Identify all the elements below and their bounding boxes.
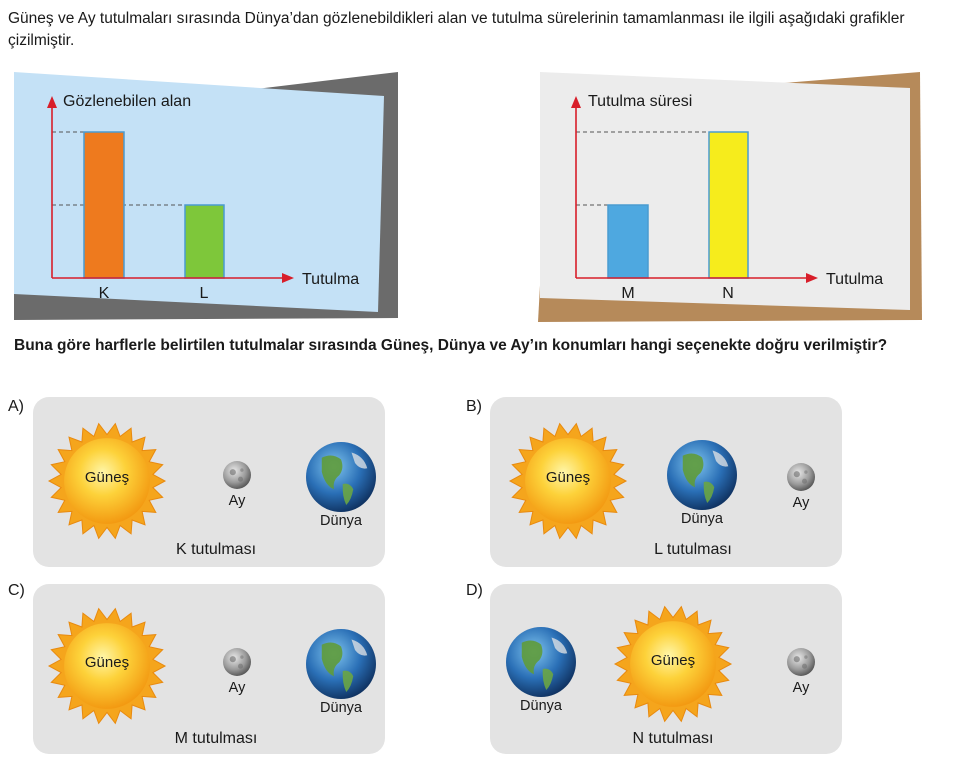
option-b-letter: B) [466, 398, 482, 415]
chart2-tick-M: M [621, 285, 634, 302]
chart2-y-arrow [571, 96, 581, 108]
bar-M [607, 204, 649, 279]
chart1-tick-L: L [200, 285, 209, 302]
option-c-illustration [47, 607, 376, 725]
option-c[interactable]: Güneş Ay Dünya M tutulması [33, 584, 385, 754]
chart-observable-area: Gözlenebilen alan Tutulma K L [0, 66, 420, 326]
chart2-x-label: Tutulma [826, 271, 883, 288]
option-d-caption: N tutulması [632, 730, 714, 747]
chart1-x-arrow [282, 273, 294, 283]
sun-icon [613, 605, 733, 723]
sun-icon [47, 422, 167, 540]
moon-icon [787, 463, 815, 491]
moon-label: Ay [792, 680, 810, 696]
sun-icon [47, 607, 167, 725]
question-text: Buna göre harflerle belirtilen tutulmala… [14, 337, 888, 354]
option-b-caption: L tutulması [654, 541, 732, 558]
option-a-illustration [47, 422, 376, 540]
chart-eclipse-duration-svg: Tutulma süresi Tutulma M N [538, 72, 922, 322]
chart2-x-arrow [806, 273, 818, 283]
sun-label: Güneş [650, 652, 696, 669]
chart2-tick-N: N [722, 285, 734, 302]
earth-label: Dünya [681, 511, 723, 527]
moon-label: Ay [228, 493, 246, 509]
moon-icon [223, 461, 251, 489]
chart2-y-label: Tutulma süresi [588, 93, 692, 110]
chart1-y-label: Gözlenebilen alan [63, 93, 191, 110]
sun-label: Güneş [545, 469, 591, 486]
earth-label: Dünya [320, 513, 362, 529]
earth-icon [506, 627, 576, 697]
chart1-y-arrow [47, 96, 57, 108]
option-b-illustration [508, 422, 815, 540]
earth-icon [667, 440, 737, 510]
earth-label: Dünya [320, 700, 362, 716]
moon-icon [787, 648, 815, 676]
chart-observable-area-svg: Gözlenebilen alan Tutulma K L [14, 72, 398, 320]
moon-label: Ay [228, 680, 246, 696]
option-d[interactable]: Dünya Güneş Ay N tutulması [490, 584, 842, 754]
bar-K [83, 131, 125, 279]
option-a-letter: A) [8, 398, 24, 415]
chart-eclipse-duration: Tutulma süresi Tutulma M N [520, 66, 940, 326]
option-d-illustration [506, 605, 815, 723]
option-b[interactable]: Güneş Dünya Ay L tutulması [490, 397, 842, 567]
option-d-letter: D) [466, 582, 483, 599]
earth-icon [306, 629, 376, 699]
intro-text: Güneş ve Ay tutulmaları sırasında Dünya’… [8, 10, 905, 49]
bar-N [708, 131, 749, 279]
moon-icon [223, 648, 251, 676]
option-c-letter: C) [8, 582, 25, 599]
earth-icon [306, 442, 376, 512]
sun-label: Güneş [84, 654, 130, 671]
bar-L [184, 204, 225, 279]
sun-icon [508, 422, 628, 540]
chart1-tick-K: K [99, 285, 110, 302]
option-a[interactable]: Güneş Ay Dünya K tutulması [33, 397, 385, 567]
option-a-caption: K tutulması [175, 541, 257, 558]
moon-label: Ay [792, 495, 810, 511]
sun-label: Güneş [84, 469, 130, 486]
option-c-caption: M tutulması [174, 730, 258, 747]
earth-label: Dünya [520, 698, 562, 714]
chart1-x-label: Tutulma [302, 271, 359, 288]
